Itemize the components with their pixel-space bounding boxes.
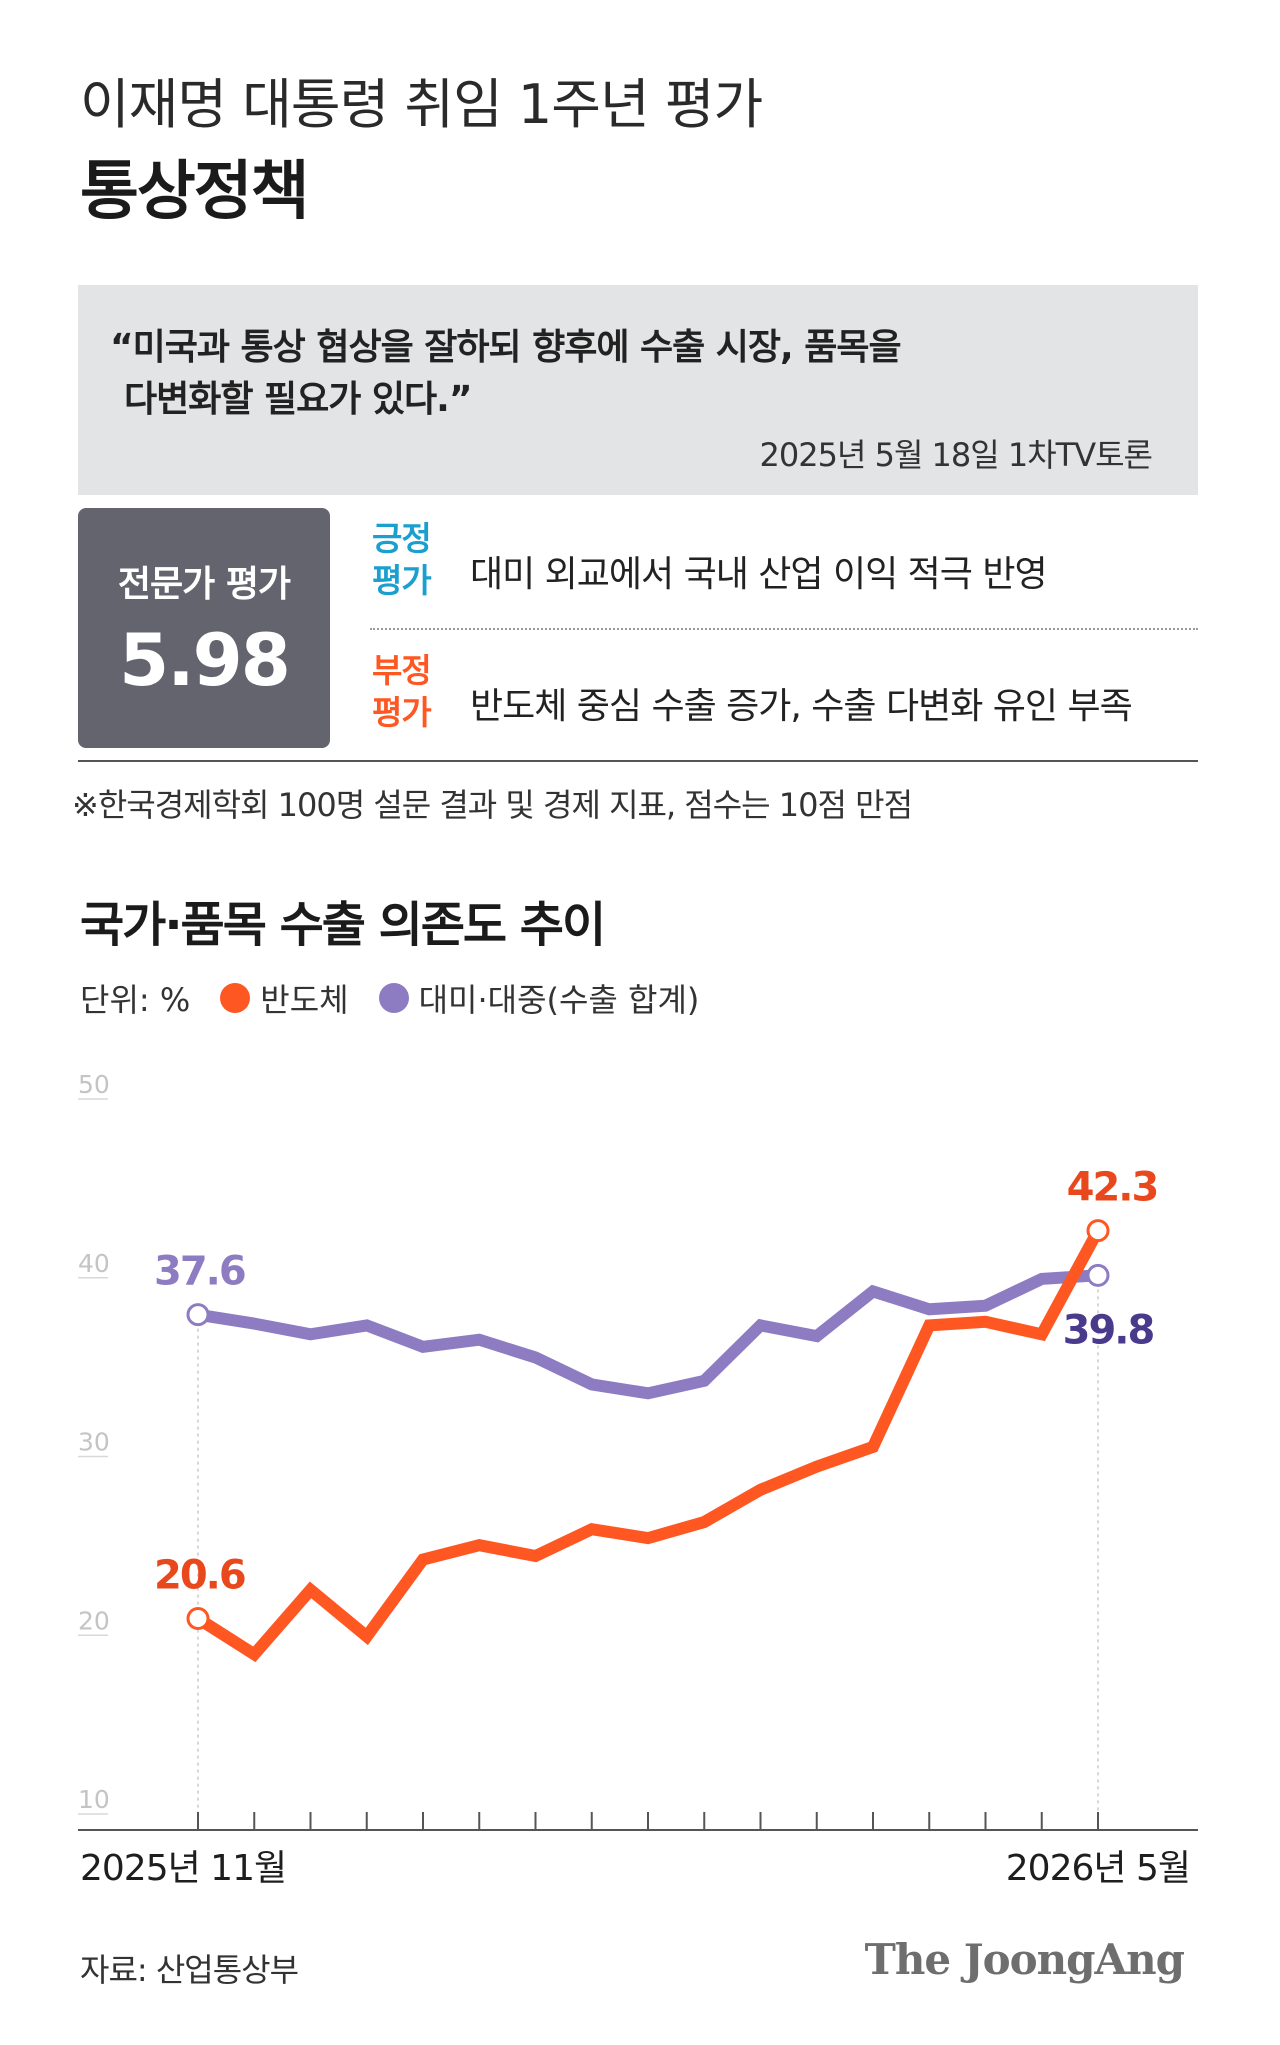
- chart-legend: 단위: % 반도체 대미·대중(수출 합계): [80, 975, 699, 1021]
- data-label-semiconductor-last: 42.3: [1067, 1165, 1158, 1211]
- positive-eval-tag-line2: 평가: [372, 561, 432, 600]
- endpoint-marker-us-china: [1086, 1263, 1110, 1287]
- legend-item-semiconductor: 반도체: [220, 975, 349, 1021]
- x-axis-start-label: 2025년 11월: [80, 1848, 286, 1889]
- series-line-semiconductor: [194, 1227, 1104, 1663]
- y-tick-label: 30: [78, 1428, 110, 1457]
- endpoint-marker-semiconductor: [1086, 1219, 1110, 1243]
- chart-title: 국가·품목 수출 의존도 추이: [80, 897, 606, 953]
- y-tick-label: 10: [78, 1785, 110, 1814]
- endpoint-marker-us-china: [186, 1303, 210, 1327]
- data-label-semiconductor-first: 20.6: [154, 1553, 245, 1599]
- negative-eval-tag: 부정 평가: [372, 650, 432, 734]
- survey-footnote: ※한국경제학회 100명 설문 결과 및 경제 지표, 점수는 10점 만점: [72, 786, 913, 824]
- quote-text-line1: “미국과 통상 협상을 잘하되 향후에 수출 시장, 품목을: [110, 327, 902, 368]
- legend-dot-us-china: [378, 983, 409, 1013]
- data-label-us-china-first: 37.6: [154, 1249, 245, 1295]
- negative-eval-text: 반도체 중심 수출 증가, 수출 다변화 유인 부족: [470, 686, 1133, 727]
- legend-dot-semiconductor: [220, 983, 251, 1013]
- expert-score-label: 전문가 평가: [117, 564, 291, 605]
- legend-item-us-china: 대미·대중(수출 합계): [378, 975, 700, 1021]
- quote-text-line2: 다변화할 필요가 있다.”: [124, 379, 472, 420]
- quote-box: [78, 285, 1198, 495]
- expert-score-box: [78, 508, 330, 748]
- brand-logo: The JoongAng: [864, 1935, 1185, 1984]
- endpoint-marker-semiconductor: [186, 1607, 210, 1631]
- eval-divider: [370, 628, 1198, 630]
- legend-label-semiconductor: 반도체: [260, 981, 349, 1019]
- legend-unit: 단위: %: [80, 981, 191, 1019]
- page-title-line2: 통상정책: [80, 155, 310, 229]
- x-axis-end-label: 2026년 5월: [1006, 1848, 1190, 1889]
- y-tick-label: 50: [78, 1070, 110, 1099]
- legend-label-us-china: 대미·대중(수출 합계): [418, 981, 700, 1019]
- positive-eval-tag-line1: 긍정: [372, 519, 432, 558]
- positive-eval-text: 대미 외교에서 국내 산업 이익 적극 반영: [470, 554, 1048, 595]
- series-line-us-china: [197, 1269, 1099, 1400]
- data-label-us-china-last: 39.8: [1063, 1307, 1154, 1353]
- quote-source: 2025년 5월 18일 1차TV토론: [759, 436, 1153, 474]
- positive-eval-tag: 긍정 평가: [372, 518, 432, 602]
- y-tick-label: 40: [78, 1249, 110, 1278]
- negative-eval-tag-line2: 평가: [372, 693, 432, 732]
- page-title-line1: 이재명 대통령 취임 1주년 평가: [80, 73, 763, 136]
- eval-bottom-rule: [78, 760, 1198, 762]
- expert-score-value: 5.98: [119, 618, 291, 702]
- negative-eval-tag-line1: 부정: [372, 651, 432, 690]
- data-source: 자료: 산업통상부: [80, 1951, 299, 1989]
- y-tick-label: 20: [78, 1606, 110, 1635]
